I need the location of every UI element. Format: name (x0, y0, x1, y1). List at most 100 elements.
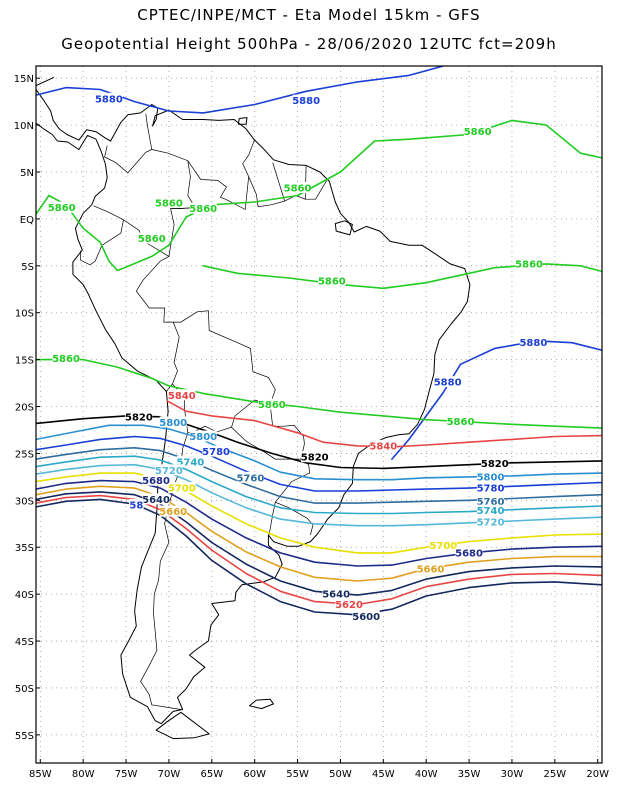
geography (36, 76, 471, 740)
contour-label-bg (95, 92, 123, 104)
lon-tick-label: 70W (158, 769, 181, 780)
lat-tick-label: 20S (15, 403, 34, 414)
contour-label: 5880 (95, 94, 123, 105)
contour-label-bg (476, 515, 505, 527)
coastline (155, 711, 210, 740)
contour-label-bg (189, 430, 217, 442)
lat-tick-label: 30S (15, 496, 34, 507)
country-border (268, 502, 276, 537)
contour-label: 5860 (48, 203, 76, 214)
contour-label: 5720 (155, 466, 183, 477)
contour-5680 (36, 479, 602, 567)
contour-label-bg (142, 493, 170, 505)
contour-label-bg (159, 416, 187, 428)
coastline (237, 117, 248, 125)
contour-label-bg (155, 196, 183, 208)
country-border (140, 432, 189, 710)
contour-5640 (36, 491, 602, 596)
contour-label-bg (476, 495, 505, 507)
contour-label-bg (515, 257, 543, 269)
contour-5840 (166, 400, 602, 448)
contour-5860-north (36, 119, 602, 272)
contour-label: 5620 (335, 600, 363, 611)
country-border (248, 162, 286, 208)
contour-label-bg (416, 562, 445, 574)
contour-label: 5680 (142, 476, 170, 487)
contour-label-bg (352, 610, 380, 622)
country-border (135, 256, 180, 392)
contour-label-bg (519, 336, 547, 348)
contour-label: 5780 (477, 484, 505, 495)
contour-5860-south (36, 358, 602, 429)
contour-label-bg (322, 588, 350, 600)
contour-label: 5860 (284, 183, 312, 194)
contour-label: 5800 (159, 418, 187, 429)
lat-tick-label: 25S (15, 449, 34, 460)
chart-title-line-1: CPTEC/INPE/MCT - Eta Model 15km - GFS (137, 6, 481, 24)
lat-tick-label: 5N (20, 168, 34, 179)
contour-label: 5840 (168, 391, 196, 402)
contour-label-bg (464, 125, 492, 137)
contour-label-bg (176, 455, 204, 467)
contour-5600 (36, 498, 602, 616)
contour-label-bg (168, 482, 196, 494)
contour-label-bg (369, 439, 397, 451)
contour-label: 5640 (142, 495, 170, 506)
contour-5700 (36, 472, 602, 554)
lon-tick-label: 20W (586, 769, 609, 780)
contour-label-bg (434, 376, 462, 388)
contour-label-bg (168, 389, 196, 401)
contour-5880-east (391, 340, 602, 460)
contour-label: 5680 (455, 548, 483, 559)
contour-label-bg (125, 410, 153, 422)
contour-label-bg (155, 464, 183, 476)
contour-label-bg (159, 505, 187, 517)
contour-label: 5860 (464, 127, 492, 138)
contour-5880-north (36, 66, 445, 114)
contour-label-bg (476, 482, 505, 494)
contour-label: 58 (129, 501, 143, 512)
lon-tick-label: 55W (286, 769, 309, 780)
contour-label-bg (476, 504, 505, 516)
plot-frame (35, 65, 603, 764)
country-border (104, 113, 153, 174)
contour-label: 5760 (236, 473, 264, 484)
lat-tick-label: EQ (20, 215, 34, 226)
contour-label: 5740 (477, 506, 505, 517)
contour-label-bg (481, 457, 509, 469)
contour-label-bg (138, 232, 166, 244)
lon-tick-label: 35W (458, 769, 481, 780)
contour-label-bg (335, 598, 363, 610)
lon-tick-label: 25W (544, 769, 567, 780)
country-border (187, 139, 256, 211)
contour-label: 5780 (202, 447, 230, 458)
contour-label: 5860 (189, 204, 217, 215)
lon-tick-label: 60W (243, 769, 266, 780)
country-border (305, 180, 328, 200)
contour-label-bg (292, 94, 320, 106)
country-border (80, 219, 124, 266)
lon-tick-label: 30W (501, 769, 524, 780)
contour-label: 5860 (515, 259, 543, 270)
contour-label: 5880 (519, 338, 547, 349)
contour-label: 5600 (352, 612, 380, 623)
contour-label: 5740 (176, 457, 204, 468)
contour-label: 5820 (301, 453, 329, 464)
lon-tick-label: 75W (115, 769, 138, 780)
contour-label-bg (236, 471, 264, 483)
contour-label-bg (429, 539, 457, 551)
contour-label-bg (129, 499, 144, 511)
lon-tick-label: 85W (29, 769, 52, 780)
contour-label-bg (142, 474, 170, 486)
chart-title-line-2: Geopotential Height 500hPa - 28/06/2020 … (61, 35, 557, 53)
contour-5780 (36, 435, 602, 492)
contour-label: 5660 (159, 507, 187, 518)
contour-label: 5820 (481, 459, 509, 470)
contour-label: 5840 (369, 441, 397, 452)
lat-tick-label: 40S (15, 590, 34, 601)
contour-label: 5860 (155, 198, 183, 209)
lat-tick-label: 10N (14, 121, 34, 132)
lat-tick-label: 45S (15, 637, 34, 648)
lat-tick-label: 55S (15, 731, 34, 742)
